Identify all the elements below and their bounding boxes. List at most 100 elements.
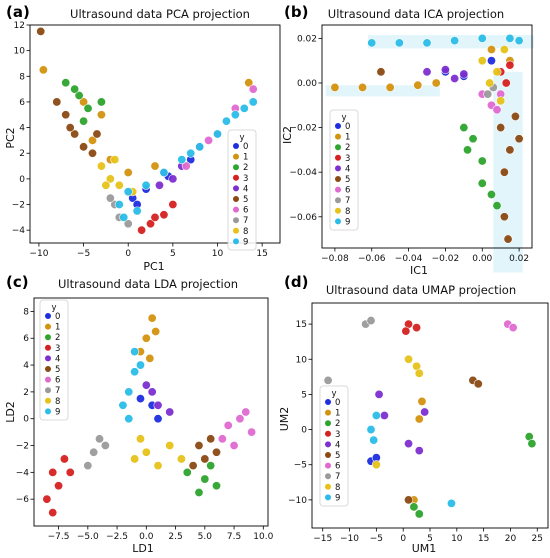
legend-marker-6 [45,376,51,383]
point-class-9 [130,347,140,357]
cluster-halo [325,85,440,97]
point-class-9 [135,360,145,370]
y-tick-label: 0.02 [297,34,317,44]
point-class-9 [177,155,187,165]
point-class-5 [65,123,75,133]
point-class-1 [358,82,368,92]
point-class-2 [459,123,469,133]
legend-label-0: 0 [55,312,60,322]
point-class-5 [514,134,524,144]
legend-marker-4 [45,355,51,362]
point-class-0 [135,394,145,404]
point-class-6 [492,105,502,115]
point-class-9 [367,38,377,48]
x-tick-label: 2.5 [168,532,182,542]
point-class-9 [213,129,223,139]
legend-label-5: 5 [335,451,340,461]
x-tick-label: −2.5 [106,532,128,542]
legend-label-6: 6 [243,206,248,216]
y-tick-label: −4 [12,226,26,236]
x-tick-label: −0.06 [358,254,386,264]
legend-box [227,129,257,251]
axes-frame [33,297,269,527]
x-tick-label: 10 [451,534,463,544]
point-class-5 [499,212,509,222]
legend-label-1: 1 [345,133,350,143]
legend-label-2: 2 [335,419,340,429]
point-class-1 [431,78,441,88]
point-class-2 [477,178,487,188]
point-class-2 [414,509,424,519]
legend-label-9: 9 [345,217,350,227]
point-class-7 [105,193,115,203]
legend-marker-0 [233,143,239,149]
point-class-0 [486,56,496,66]
panel-letter: (b) [284,3,308,21]
point-class-3 [137,225,147,235]
y-tick-label: 0.00 [297,79,317,89]
legend-label-0: 0 [335,398,340,408]
point-class-5 [194,441,204,451]
point-class-8 [414,368,424,378]
point-class-1 [141,333,151,343]
legend-marker-0 [335,123,341,129]
x-tick-label: 15 [478,534,489,544]
legend-marker-5 [335,176,341,182]
legend-label-1: 1 [55,323,60,333]
legend-marker-5 [233,196,239,202]
x-tick-label: 10.0 [253,532,273,542]
point-class-5 [499,167,509,177]
legend-title: y [341,113,346,123]
point-class-9 [230,110,240,120]
point-class-5 [510,111,520,121]
point-class-4 [422,67,432,77]
point-class-6 [508,323,518,333]
x-tick-label: 5.0 [198,532,213,542]
point-class-2 [79,116,89,126]
x-tick-label: −10 [340,534,359,544]
point-class-3 [48,508,58,518]
x-tick-label: 25 [532,534,543,544]
point-class-9 [119,212,129,222]
point-class-5 [505,145,515,155]
point-class-5 [473,379,483,389]
point-class-9 [159,167,169,177]
point-class-1 [145,353,155,363]
y-tick-label: −4 [16,468,30,478]
legend-marker-7 [45,387,51,394]
point-class-4 [404,439,414,449]
point-class-4 [420,407,430,417]
legend-label-6: 6 [55,376,60,386]
legend-label-4: 4 [243,184,248,194]
legend-label-1: 1 [335,409,340,419]
point-class-1 [150,161,160,171]
point-class-6 [223,420,233,430]
point-class-9 [446,498,456,508]
point-class-3 [168,200,178,210]
point-class-5 [503,234,513,244]
y-axis-label: PC2 [4,127,17,148]
legend-marker-4 [335,165,341,172]
point-class-3 [159,210,169,220]
point-class-9 [123,187,133,197]
point-class-9 [186,148,196,158]
legend-label-9: 9 [243,237,248,247]
legend-label-1: 1 [243,153,248,163]
legend-marker-3 [335,154,341,161]
y-tick-label: −5 [294,461,307,471]
point-class-1 [417,396,427,406]
point-class-5 [79,142,89,152]
point-class-2 [468,134,478,144]
point-class-5 [188,461,198,471]
point-class-9 [369,435,379,445]
point-class-7 [83,461,93,471]
x-axis-label: PC1 [143,260,164,273]
point-class-5 [36,26,46,36]
legend-marker-6 [335,186,341,193]
x-tick-label: 0 [125,249,131,259]
point-class-6 [229,441,239,451]
point-class-1 [414,414,424,424]
x-axis-label: LD1 [132,542,154,555]
